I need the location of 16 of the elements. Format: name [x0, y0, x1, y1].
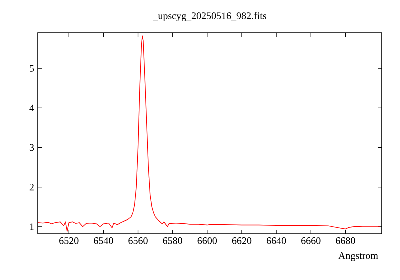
y-tick-label: 5 [30, 65, 34, 72]
x-tick-label: 6640 [266, 238, 286, 244]
y-tick-label: 2 [30, 184, 34, 191]
y-tick-label: 4 [30, 104, 34, 112]
x-tick-label: 6580 [163, 238, 182, 244]
y-tick-label: 3 [30, 144, 34, 152]
x-tick-label: 6540 [94, 238, 114, 244]
x-tick-label: 6660 [302, 238, 321, 244]
x-axis-title: Angstrom [338, 252, 378, 262]
x-tick-label: 6680 [336, 238, 356, 244]
x-tick-label: 6520 [60, 238, 79, 244]
x-tick-label: 6600 [198, 238, 218, 244]
x-tick-label: 6560 [128, 238, 148, 244]
x-tick-label: 6620 [232, 238, 252, 244]
y-tick-label: 1 [30, 224, 34, 230]
chart-title: _upscyg_20250516_982.fits [153, 12, 266, 22]
